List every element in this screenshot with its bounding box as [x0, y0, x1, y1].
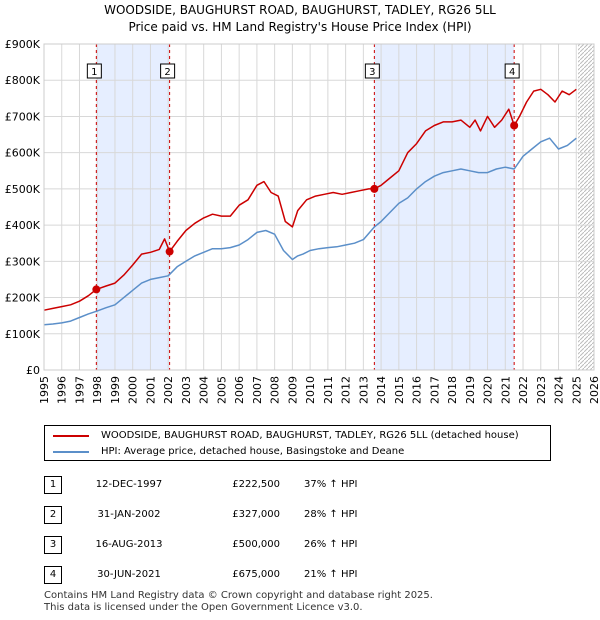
- footer-line-2: This data is licensed under the Open Gov…: [44, 602, 363, 613]
- sale-label: 1: [91, 67, 97, 78]
- y-tick-label: £800K: [5, 74, 41, 87]
- transaction-hpi: 21% ↑ HPI: [304, 569, 358, 580]
- y-tick-label: £0: [26, 364, 40, 377]
- sale-label-box: [504, 63, 520, 79]
- transaction-hpi: 37% ↑ HPI: [304, 479, 358, 490]
- transaction-price: £327,000: [232, 509, 280, 520]
- sale-point: [165, 247, 174, 256]
- x-tick-label: 2018: [446, 376, 459, 404]
- transaction-date: 12-DEC-1997: [95, 479, 163, 490]
- transaction-date: 16-AUG-2013: [95, 539, 163, 550]
- x-tick-label: 2013: [357, 376, 370, 404]
- title-line-2: Price paid vs. HM Land Registry's House …: [128, 20, 472, 34]
- x-tick-label: 1999: [109, 376, 122, 404]
- price-chart: 1 2 3 4 £0 £100K £200K £300K £400K £500K £600K £700…: [5, 38, 600, 404]
- property-price-line: [43, 88, 577, 311]
- transaction-number: 4: [44, 566, 62, 584]
- x-tick-label: 2026: [588, 376, 600, 404]
- x-tick-label: 2003: [180, 376, 193, 404]
- x-tick-label: 1995: [38, 376, 51, 404]
- table-row: 4 30-JUN-2021 £675,000 21% ↑ HPI: [44, 566, 564, 584]
- x-tick-label: 2023: [535, 376, 548, 404]
- x-tick-label: 2017: [428, 376, 441, 404]
- transaction-number: 3: [44, 536, 62, 554]
- transaction-number: 2: [44, 506, 62, 524]
- x-tick-label: 2006: [233, 376, 246, 404]
- x-tick-label: 2005: [215, 376, 228, 404]
- hpi-line: [43, 137, 577, 326]
- sale-point: [92, 285, 101, 294]
- sale-period-band: [374, 44, 515, 370]
- y-tick-label: £700K: [5, 110, 41, 123]
- x-tick-label: 2011: [322, 376, 335, 404]
- y-tick-label: £100K: [5, 328, 41, 341]
- transaction-price: £675,000: [232, 569, 280, 580]
- transaction-date: 30-JUN-2021: [97, 569, 161, 580]
- transaction-hpi: 28% ↑ HPI: [304, 509, 358, 520]
- legend-swatch-blue: [53, 451, 89, 453]
- x-tick-label: 2015: [393, 376, 406, 404]
- x-tick-label: 2001: [144, 376, 157, 404]
- y-tick-label: £500K: [5, 183, 41, 196]
- x-tick-label: 2016: [411, 376, 424, 404]
- x-tick-label: 2008: [269, 376, 282, 404]
- x-tick-label: 1997: [73, 376, 86, 404]
- sale-point: [370, 184, 379, 193]
- x-tick-label: 2010: [304, 376, 317, 404]
- y-tick-label: £300K: [5, 255, 41, 268]
- sale-label: 4: [509, 67, 515, 78]
- x-tick-label: 1996: [56, 376, 69, 404]
- x-tick-label: 2002: [162, 376, 175, 404]
- table-row: 2 31-JAN-2002 £327,000 28% ↑ HPI: [44, 506, 564, 524]
- x-tick-label: 2007: [251, 376, 264, 404]
- footer-line-1: Contains HM Land Registry data © Crown c…: [44, 590, 433, 601]
- sale-label-box: [160, 63, 176, 79]
- y-tick-label: £900K: [5, 38, 41, 51]
- x-tick-label: 2009: [286, 376, 299, 404]
- sale-point: [510, 121, 519, 130]
- legend-swatch-red: [53, 435, 89, 437]
- x-tick-label: 2022: [517, 376, 530, 404]
- x-tick-label: 2000: [127, 376, 140, 404]
- legend: WOODSIDE, BAUGHURST ROAD, BAUGHURST, TAD…: [44, 425, 551, 461]
- x-tick-label: 1998: [91, 376, 104, 404]
- transaction-price: £222,500: [232, 479, 280, 490]
- table-row: 1 12-DEC-1997 £222,500 37% ↑ HPI: [44, 476, 564, 494]
- x-tick-label: 2020: [482, 376, 495, 404]
- sale-label-box: [364, 63, 380, 79]
- legend-label-hpi: HPI: Average price, detached house, Basi…: [101, 446, 405, 457]
- sale-label: 2: [164, 67, 170, 78]
- x-tick-label: 2012: [340, 376, 353, 404]
- plot-frame: [43, 43, 595, 371]
- y-tick-label: £400K: [5, 219, 41, 232]
- chart-title: WOODSIDE, BAUGHURST ROAD, BAUGHURST, TAD…: [0, 2, 600, 36]
- x-tick-label: 2025: [570, 376, 583, 404]
- y-tick-label: £600K: [5, 147, 41, 160]
- x-tick-label: 2019: [464, 376, 477, 404]
- transaction-number: 1: [44, 476, 62, 494]
- x-tick-label: 2004: [198, 376, 211, 404]
- transaction-hpi: 26% ↑ HPI: [304, 539, 358, 550]
- sale-label: 3: [369, 67, 375, 78]
- table-row: 3 16-AUG-2013 £500,000 26% ↑ HPI: [44, 536, 564, 554]
- footer: Contains HM Land Registry data © Crown c…: [44, 590, 433, 614]
- title-line-1: WOODSIDE, BAUGHURST ROAD, BAUGHURST, TAD…: [104, 3, 496, 17]
- x-tick-label: 2014: [375, 376, 388, 404]
- sale-label-box: [86, 63, 102, 79]
- x-tick-label: 2024: [553, 376, 566, 404]
- legend-label-property: WOODSIDE, BAUGHURST ROAD, BAUGHURST, TAD…: [101, 430, 519, 441]
- forecast-region: [578, 44, 594, 370]
- x-tick-label: 2021: [499, 376, 512, 404]
- transaction-date: 31-JAN-2002: [97, 509, 161, 520]
- transaction-price: £500,000: [232, 539, 280, 550]
- y-tick-label: £200K: [5, 292, 41, 305]
